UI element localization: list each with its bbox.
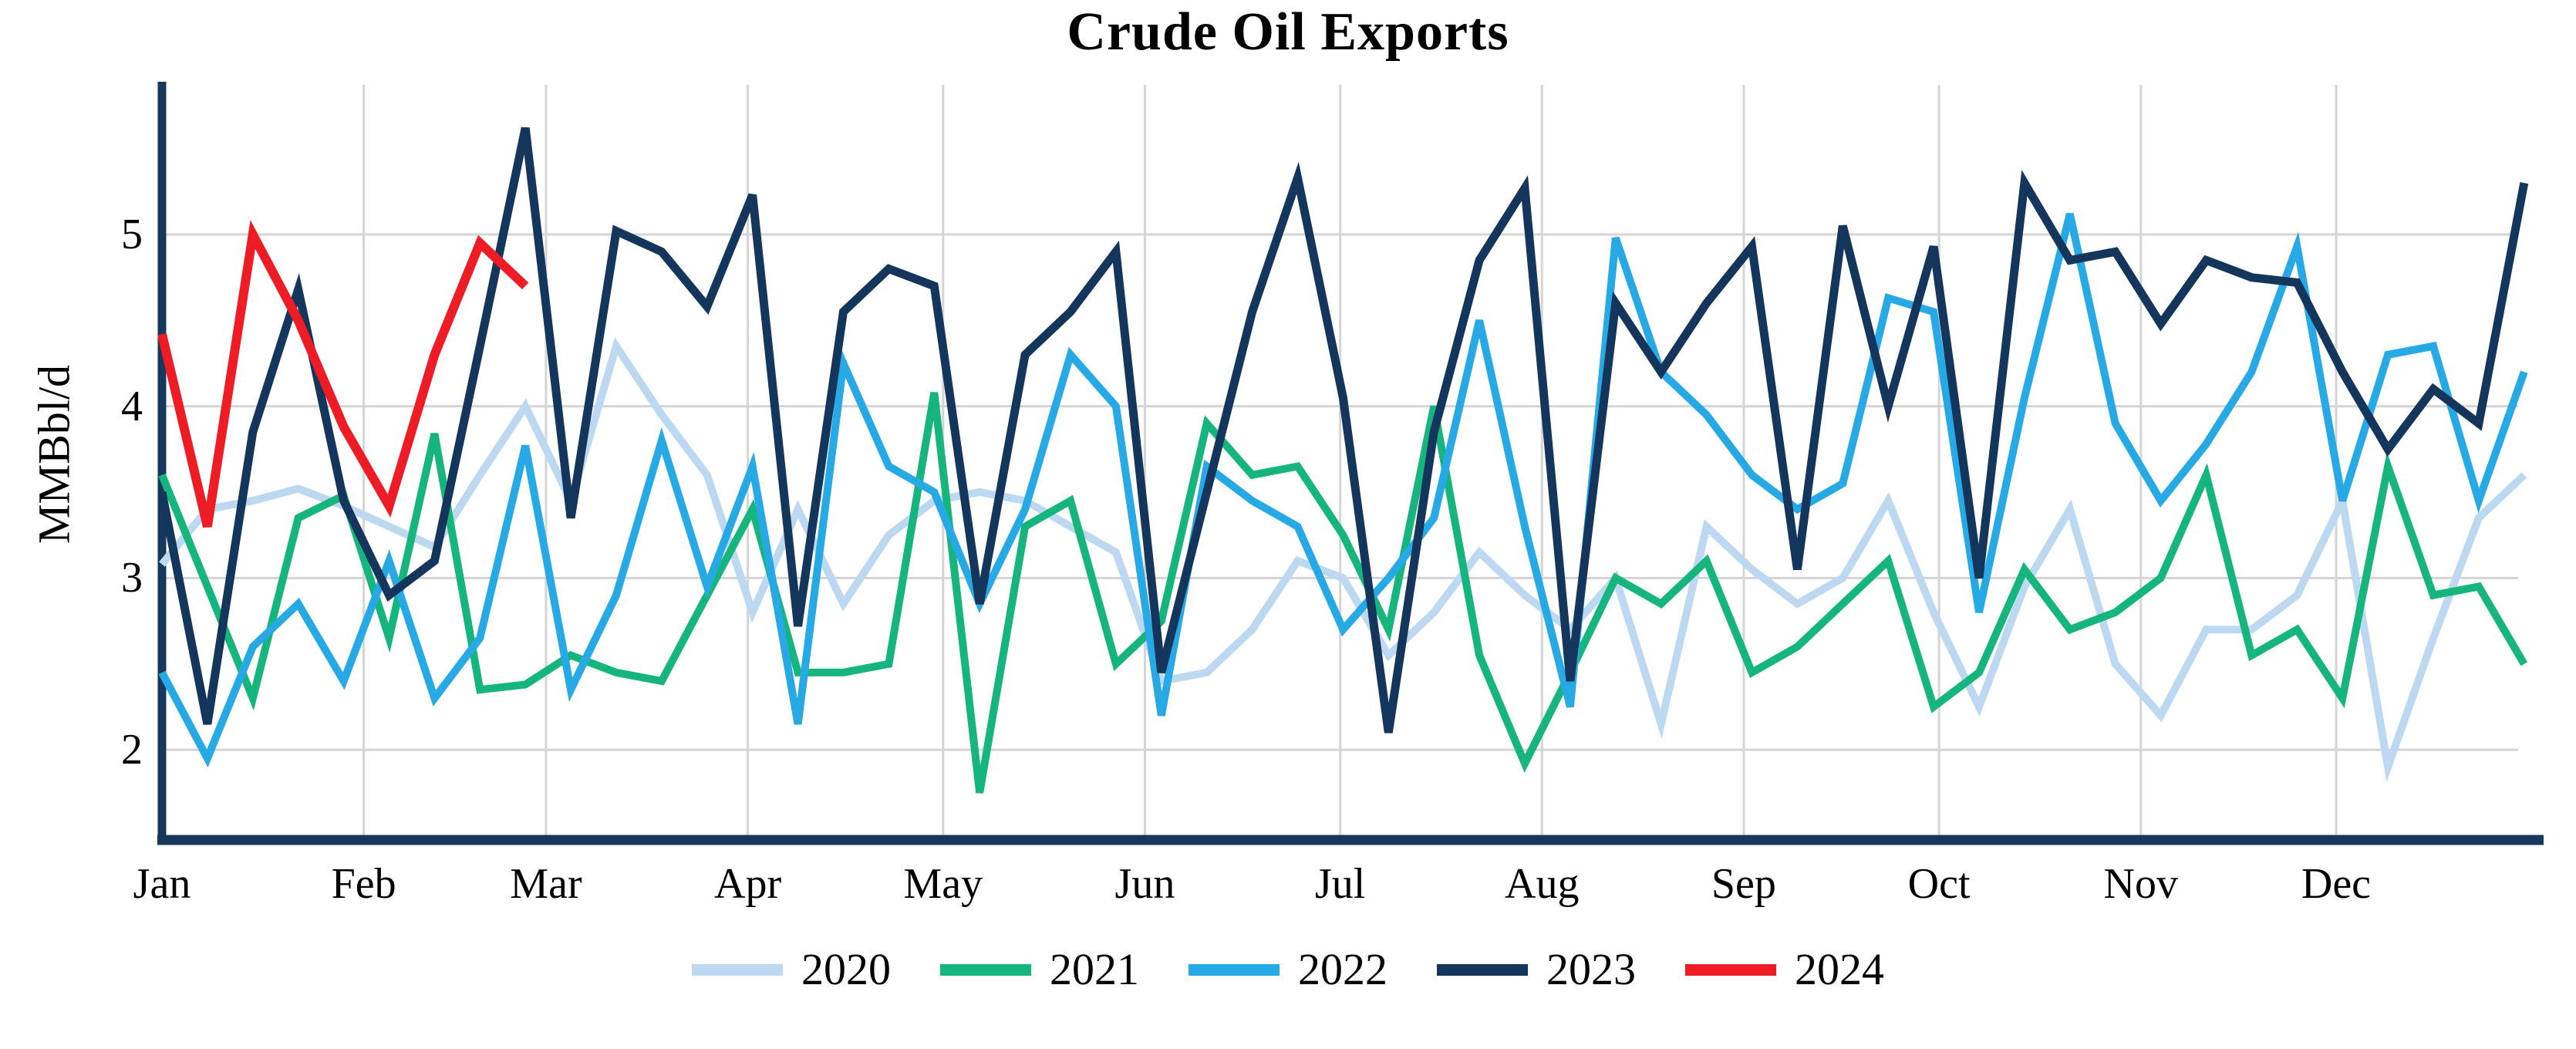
legend-item-2022: 2022 — [1189, 947, 1387, 992]
legend-label-2024: 2024 — [1795, 944, 1884, 994]
x-tick-label-apr: Apr — [714, 860, 782, 908]
legend-item-2021: 2021 — [940, 947, 1139, 992]
x-tick-label-oct: Oct — [1907, 860, 1971, 908]
legend-swatch-2020 — [692, 963, 783, 976]
legend-item-2024: 2024 — [1685, 947, 1884, 992]
y-tick-label-2: 2 — [121, 726, 143, 774]
y-tick-label-4: 4 — [121, 382, 143, 430]
legend-label-2021: 2021 — [1050, 944, 1139, 994]
series-line-2022 — [158, 213, 2528, 768]
series-line-2021 — [158, 392, 2528, 794]
series-line-2020 — [159, 337, 2527, 783]
x-tick-label-mar: Mar — [510, 860, 582, 908]
legend-item-2020: 2020 — [692, 947, 891, 992]
x-tick-label-feb: Feb — [331, 860, 396, 908]
x-tick-label-nov: Nov — [2103, 860, 2178, 908]
x-tick-label-dec: Dec — [2301, 860, 2372, 908]
legend-item-2023: 2023 — [1437, 947, 1636, 992]
legend-label-2022: 2022 — [1298, 944, 1387, 994]
legend-swatch-2023 — [1437, 963, 1528, 976]
legend-swatch-2022 — [1189, 963, 1280, 976]
legend-swatch-2021 — [940, 963, 1031, 976]
x-tick-label-jun: Jun — [1114, 860, 1175, 908]
series-line-2023 — [157, 126, 2529, 734]
x-tick-label-aug: Aug — [1505, 860, 1580, 908]
series-line-2024 — [157, 220, 529, 528]
x-tick-label-jan: Jan — [133, 860, 191, 908]
y-tick-label-3: 3 — [121, 554, 143, 602]
x-tick-label-jul: Jul — [1314, 860, 1366, 908]
legend: 2020 2021 2022 2023 2024 — [0, 947, 2576, 992]
legend-swatch-2024 — [1685, 963, 1776, 976]
x-tick-label-may: May — [903, 860, 983, 908]
y-tick-label-5: 5 — [121, 211, 143, 258]
x-tick-label-sep: Sep — [1711, 860, 1776, 908]
legend-label-2020: 2020 — [801, 944, 891, 994]
legend-label-2023: 2023 — [1546, 944, 1636, 994]
chart-title: Crude Oil Exports — [1067, 2, 1509, 62]
